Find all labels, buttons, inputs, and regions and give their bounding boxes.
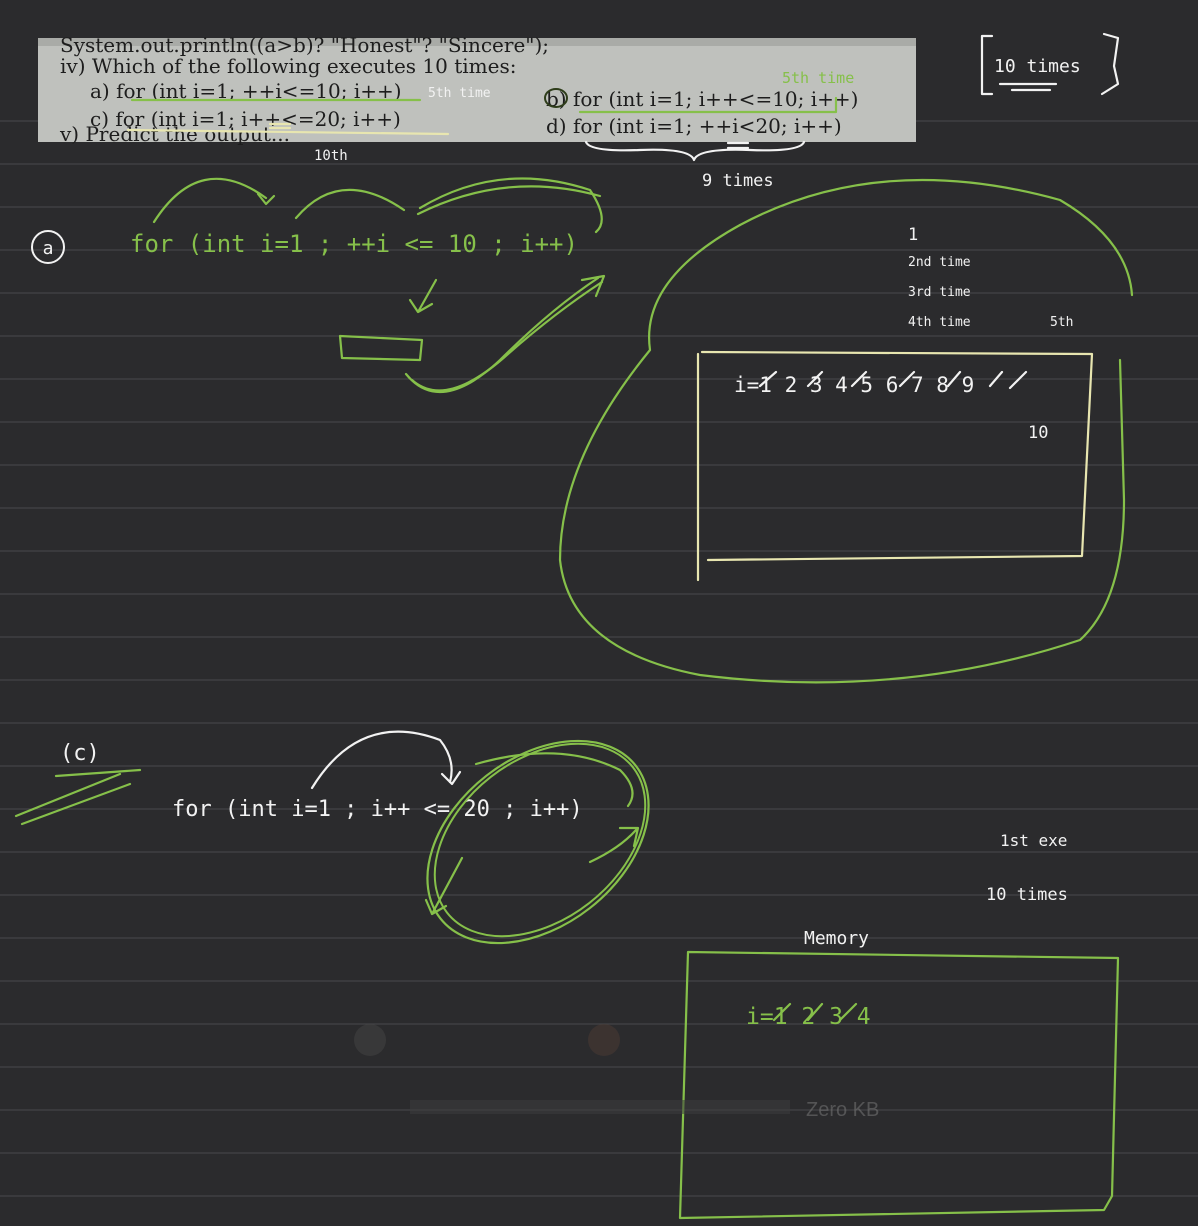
faded-overlay: Zero KB — [354, 1024, 879, 1121]
trace-fourth: 4th time — [908, 315, 971, 330]
loop-c-code: for (int i=1 ; i++ <= 20 ; i++) — [172, 797, 583, 822]
label-a: a — [43, 238, 54, 259]
memory-box-c: Memory i=1 2 3 4 — [678, 928, 1120, 1220]
clipping-line-top: System.out.println((a>b)? "Honest"? "Sin… — [60, 33, 549, 57]
memory-a-end: 10 — [1028, 423, 1048, 443]
ten-times-note: 10 times — [980, 32, 1120, 96]
clipping-cutoff: v) Predict the output... — [59, 122, 290, 146]
ten-times-c-note: 10 times — [986, 885, 1068, 905]
nine-times-note: 9 times — [702, 171, 774, 191]
overlay-size-text: Zero KB — [806, 1099, 879, 1121]
clipping-question: iv) Which of the following executes 10 t… — [60, 54, 516, 78]
question-clipping: System.out.println((a>b)? "Honest"? "Sin… — [38, 33, 916, 146]
clipping-option-c: c) for (int i=1; i++<=20; i++) — [90, 107, 401, 131]
tenth-note: 10th — [314, 148, 348, 164]
trace-fifth: 5th — [1050, 315, 1073, 330]
trace-second: 2nd time — [908, 255, 971, 270]
clipping-marks: 5th time 5th time — [126, 69, 854, 136]
section-c: (c) for (int i=1 ; i++ <= 20 ; i++) 1st … — [14, 730, 1068, 945]
clipping-option-b: b) for (int i=1; i++<=10; i++) — [546, 87, 858, 111]
clipping-option-d: d) for (int i=1; ++i<20; i++) — [546, 114, 842, 138]
memory-blob-a: 1 2nd time 3rd time 4th time 5th i=1 2 3… — [558, 178, 1134, 684]
fifth-time-b-note: 5th time — [782, 69, 854, 87]
trace-first: 1 — [908, 225, 918, 245]
memory-label: Memory — [804, 928, 869, 949]
loop-a-code: for (int i=1 ; ++i <= 10 ; i++) — [130, 230, 578, 258]
label-c: (c) — [60, 741, 100, 766]
ten-times-text: 10 times — [994, 56, 1081, 77]
ruled-lines — [0, 120, 1198, 1197]
fifth-time-a-note: 5th time — [428, 86, 491, 101]
first-exec-note: 1st exe — [1000, 831, 1067, 850]
trace-third: 3rd time — [908, 285, 971, 300]
memory-c-values: i=1 2 3 4 — [746, 1004, 871, 1030]
under-clipping-notes: 10th 9 times — [314, 140, 806, 191]
section-a: a for (int i=1 ; ++i <= 10 ; i++) — [31, 177, 606, 394]
